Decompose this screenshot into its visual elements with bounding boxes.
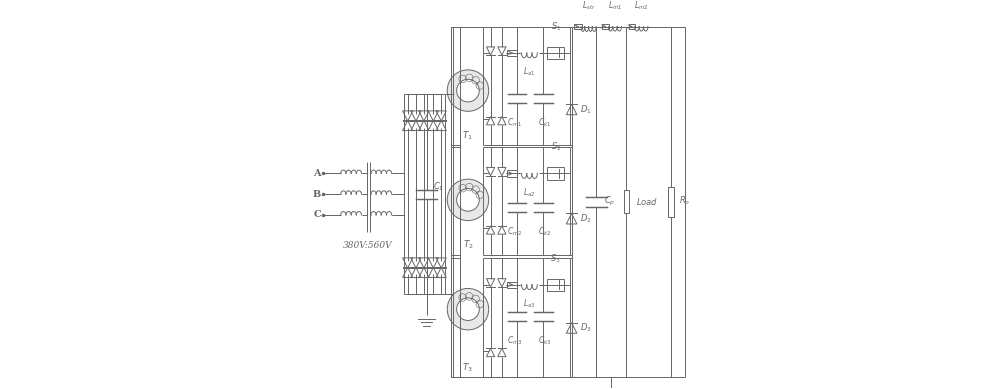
Text: $C_{m1}$: $C_{m1}$ bbox=[507, 116, 523, 129]
Text: $S_1$: $S_1$ bbox=[551, 20, 561, 33]
Text: $T_2$: $T_2$ bbox=[463, 239, 473, 251]
Text: $L_{m1}$: $L_{m1}$ bbox=[608, 0, 622, 12]
Text: $C_{k1}$: $C_{k1}$ bbox=[538, 116, 551, 129]
Bar bbox=[629, 24, 635, 29]
Circle shape bbox=[457, 298, 479, 321]
Text: $D_2$: $D_2$ bbox=[580, 212, 592, 225]
Text: $C_{m2}$: $C_{m2}$ bbox=[507, 226, 523, 238]
Bar bbox=[602, 24, 609, 29]
Text: $L_{a3}$: $L_{a3}$ bbox=[523, 297, 536, 310]
Text: $C_{m3}$: $C_{m3}$ bbox=[507, 335, 523, 347]
Text: A: A bbox=[313, 169, 321, 178]
Bar bbox=[547, 279, 564, 291]
Text: $D_3$: $D_3$ bbox=[580, 322, 592, 334]
Text: $L_{a1}$: $L_{a1}$ bbox=[523, 65, 536, 78]
Bar bbox=[547, 47, 564, 59]
Text: B: B bbox=[313, 190, 321, 199]
Text: $C_{k3}$: $C_{k3}$ bbox=[538, 335, 551, 347]
Circle shape bbox=[457, 189, 479, 211]
Circle shape bbox=[457, 79, 479, 102]
Text: $R_p$: $R_p$ bbox=[679, 195, 690, 208]
Circle shape bbox=[447, 288, 489, 330]
Text: $L_{a2}$: $L_{a2}$ bbox=[523, 186, 536, 198]
Text: $D_1$: $D_1$ bbox=[580, 103, 591, 116]
Text: $L_{m2}$: $L_{m2}$ bbox=[634, 0, 648, 12]
Text: $C_p$: $C_p$ bbox=[604, 195, 616, 208]
Bar bbox=[574, 24, 582, 29]
Text: 380V:560V: 380V:560V bbox=[343, 240, 393, 250]
Text: $C_{k2}$: $C_{k2}$ bbox=[538, 226, 551, 238]
Bar bbox=[547, 167, 564, 180]
Text: $S_3$: $S_3$ bbox=[550, 252, 561, 265]
Bar bbox=[507, 170, 517, 177]
Text: $T_3$: $T_3$ bbox=[462, 361, 473, 374]
Bar bbox=[624, 191, 629, 213]
Bar bbox=[507, 50, 517, 56]
Bar bbox=[507, 282, 517, 288]
Circle shape bbox=[447, 70, 489, 111]
Bar bbox=[668, 187, 674, 217]
Text: $Load$: $Load$ bbox=[636, 196, 658, 207]
Text: $L_{str}$: $L_{str}$ bbox=[582, 0, 595, 12]
Text: $S_2$: $S_2$ bbox=[551, 141, 561, 153]
Circle shape bbox=[447, 179, 489, 221]
Text: $C_1$: $C_1$ bbox=[433, 180, 444, 193]
Text: $T_1$: $T_1$ bbox=[462, 130, 473, 142]
Text: C: C bbox=[313, 210, 321, 219]
